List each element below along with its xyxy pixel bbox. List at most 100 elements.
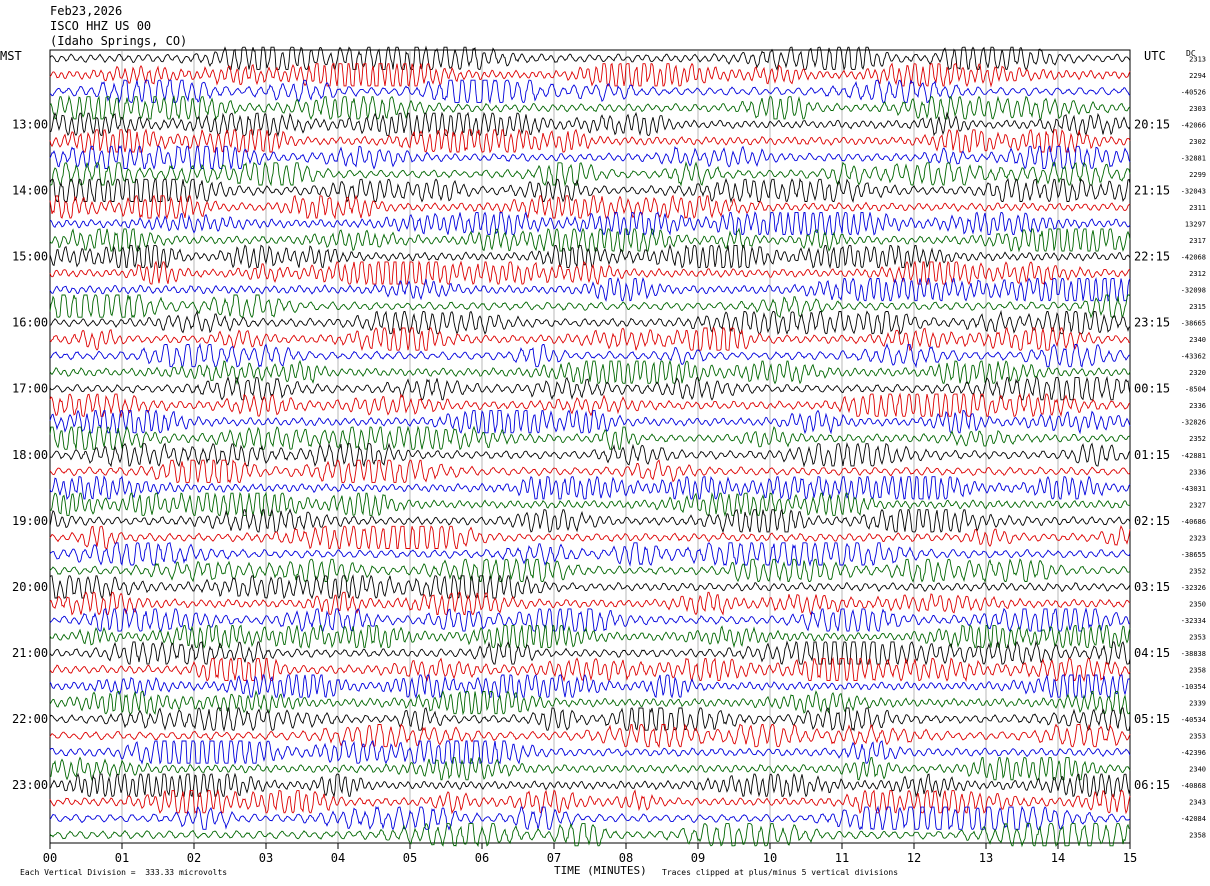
x-tick-label: 09 xyxy=(691,851,705,865)
trace-row xyxy=(49,508,1131,534)
x-tick-label: 06 xyxy=(475,851,489,865)
left-hour-label: 19:00 xyxy=(12,514,48,528)
left-hour-label: 17:00 xyxy=(12,382,48,396)
right-hour-label: 04:15 xyxy=(1134,646,1170,660)
trace-row xyxy=(49,211,1131,236)
dc-offset-label: -42068 xyxy=(1181,254,1206,262)
dc-offset-label: -42084 xyxy=(1181,815,1206,823)
left-hour-label: 22:00 xyxy=(12,712,48,726)
x-axis-label: TIME (MINUTES) xyxy=(554,864,647,877)
trace-row xyxy=(49,260,1131,286)
dc-offset-label: 2327 xyxy=(1189,501,1206,509)
dc-offset-label: 2317 xyxy=(1189,237,1206,245)
left-hour-label: 13:00 xyxy=(12,117,48,131)
trace-row xyxy=(50,161,1131,187)
trace-row xyxy=(49,740,1131,765)
dc-offset-label: -8504 xyxy=(1185,386,1206,394)
clip-note: Traces clipped at plus/minus 5 vertical … xyxy=(662,868,899,877)
dc-offset-label: -40686 xyxy=(1181,518,1206,526)
right-hour-label: 05:15 xyxy=(1134,712,1170,726)
right-timezone-label: UTC xyxy=(1144,49,1166,63)
dc-offset-label: -32826 xyxy=(1181,419,1206,427)
x-tick-label: 03 xyxy=(259,851,273,865)
trace-row xyxy=(49,756,1131,782)
dc-offset-label: 2340 xyxy=(1189,336,1206,344)
dc-offset-label: -32043 xyxy=(1181,187,1206,195)
dc-offset-label: -32334 xyxy=(1181,617,1206,625)
dc-offset-label: 2353 xyxy=(1189,633,1206,641)
trace-row xyxy=(49,640,1131,666)
right-hour-label: 23:15 xyxy=(1134,316,1170,330)
station-code: ISCO HHZ US 00 xyxy=(50,19,152,33)
trace-row xyxy=(49,772,1131,799)
left-hour-label: 20:00 xyxy=(12,580,48,594)
dc-offset-label: -32098 xyxy=(1181,287,1206,295)
dc-offset-label: -43031 xyxy=(1181,485,1206,493)
dc-offset-label: 2343 xyxy=(1189,799,1206,807)
trace-row xyxy=(49,674,1131,699)
trace-row xyxy=(49,145,1131,171)
trace-row xyxy=(49,459,1131,484)
trace-row xyxy=(49,95,1131,121)
dc-offset-label: 2340 xyxy=(1189,766,1206,774)
trace-row xyxy=(49,822,1131,848)
right-hour-label: 03:15 xyxy=(1134,580,1170,594)
right-hour-label: 20:15 xyxy=(1134,117,1170,131)
dc-offset-label: 2313 xyxy=(1189,55,1206,63)
trace-row xyxy=(49,327,1131,352)
dc-offset-label: -43362 xyxy=(1181,353,1206,361)
trace-row xyxy=(49,359,1131,385)
right-hour-label: 02:15 xyxy=(1134,514,1170,528)
trace-row xyxy=(49,227,1131,253)
left-hour-label: 14:00 xyxy=(12,183,48,197)
x-tick-label: 02 xyxy=(187,851,201,865)
trace-row xyxy=(49,689,1131,716)
x-tick-label: 01 xyxy=(115,851,129,865)
trace-row xyxy=(49,277,1131,302)
x-tick-label: 15 xyxy=(1123,851,1137,865)
trace-row xyxy=(49,342,1131,369)
x-tick-label: 08 xyxy=(619,851,633,865)
trace-row xyxy=(49,441,1131,468)
right-hour-label: 00:15 xyxy=(1134,382,1170,396)
dc-offset-label: 2336 xyxy=(1189,402,1206,410)
dc-offset-label: 2312 xyxy=(1189,270,1206,278)
dc-offset-label: -10354 xyxy=(1181,683,1206,691)
trace-row xyxy=(49,591,1131,616)
trace-row xyxy=(49,294,1131,319)
x-tick-label: 12 xyxy=(907,851,921,865)
x-tick-label: 11 xyxy=(835,851,849,865)
trace-row xyxy=(49,707,1131,732)
right-hour-label: 06:15 xyxy=(1134,778,1170,792)
dc-offset-label: -32326 xyxy=(1181,584,1206,592)
right-hour-label: 21:15 xyxy=(1134,183,1170,197)
trace-row xyxy=(49,425,1131,451)
trace-row xyxy=(49,607,1131,633)
scale-note: Each Vertical Division = 333.33 microvol… xyxy=(20,868,228,877)
trace-row xyxy=(49,788,1131,815)
x-tick-label: 14 xyxy=(1051,851,1065,865)
dc-offset-label: -40526 xyxy=(1181,88,1206,96)
trace-row xyxy=(49,558,1131,583)
dc-offset-label: -42396 xyxy=(1181,749,1206,757)
trace-row xyxy=(49,194,1131,220)
dc-offset-label: 2336 xyxy=(1189,468,1206,476)
trace-row xyxy=(49,624,1131,649)
dc-offset-label: 13297 xyxy=(1185,220,1206,228)
dc-offset-label: 2302 xyxy=(1189,138,1206,146)
dc-offset-label: 2358 xyxy=(1189,832,1206,840)
left-hour-label: 15:00 xyxy=(12,250,48,264)
dc-offset-label: -38665 xyxy=(1181,320,1206,328)
dc-offset-label: 2352 xyxy=(1189,435,1206,443)
trace-row xyxy=(49,491,1131,518)
dc-offset-label: -42066 xyxy=(1181,121,1206,129)
dc-offset-label: -38655 xyxy=(1181,551,1206,559)
plot-frame xyxy=(49,49,1131,844)
dc-offset-label: -42881 xyxy=(1181,452,1206,460)
x-tick-label: 05 xyxy=(403,851,417,865)
trace-row xyxy=(49,542,1131,567)
trace-row xyxy=(49,805,1131,831)
trace-row xyxy=(49,62,1131,88)
trace-row xyxy=(49,525,1131,550)
